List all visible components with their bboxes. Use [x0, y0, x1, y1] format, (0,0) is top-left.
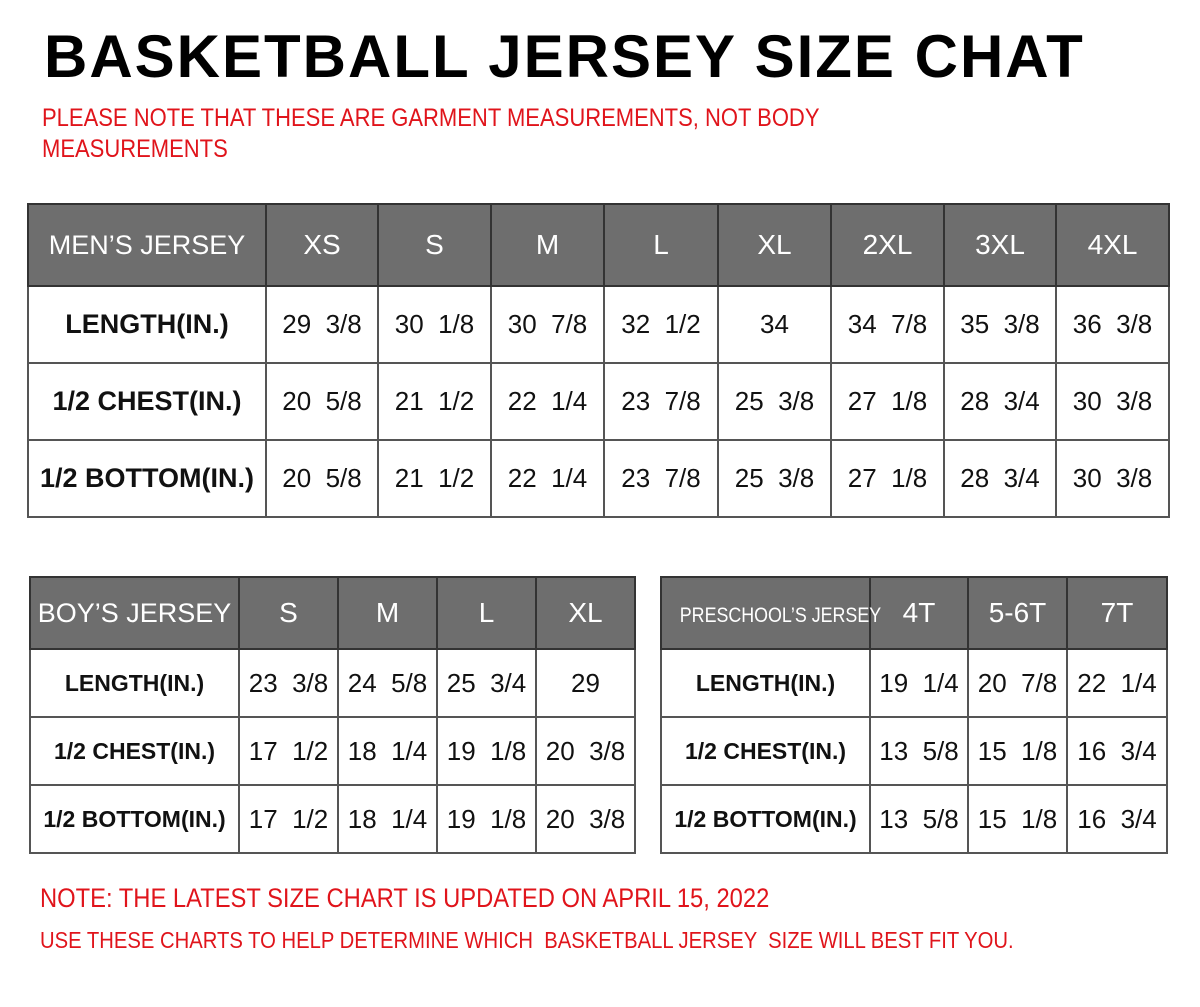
measurement-cell: 20 3/8 — [535, 784, 636, 854]
measurement-cell: 20 7/8 — [967, 648, 1068, 718]
header-row: PRESCHOOL’S JERSEY 4T 5-6T 7T — [660, 576, 1168, 650]
size-header: 5-6T — [967, 576, 1068, 650]
table-row: 1/2 CHEST(IN.) 13 5/8 15 1/8 16 3/4 — [660, 716, 1168, 786]
size-header: M — [490, 203, 605, 287]
measurement-cell: 22 1/4 — [490, 439, 605, 518]
measurement-cell: 28 3/4 — [943, 439, 1057, 518]
size-header: S — [238, 576, 339, 650]
size-header: 7T — [1066, 576, 1168, 650]
size-header: XL — [717, 203, 832, 287]
measurement-cell: 34 — [717, 285, 832, 364]
measurement-cell: 18 1/4 — [337, 716, 438, 786]
measurement-cell: 19 1/8 — [436, 784, 537, 854]
measurement-cell: 25 3/8 — [717, 439, 832, 518]
table-header-label: BOY’S JERSEY — [29, 576, 240, 650]
row-label: LENGTH(IN.) — [27, 285, 267, 364]
row-label: 1/2 CHEST(IN.) — [660, 716, 871, 786]
size-header: XS — [265, 203, 379, 287]
measurement-cell: 28 3/4 — [943, 362, 1057, 441]
measurement-cell: 22 1/4 — [1066, 648, 1168, 718]
measurement-cell: 20 5/8 — [265, 362, 379, 441]
size-header: L — [603, 203, 719, 287]
measurement-cell: 36 3/8 — [1055, 285, 1170, 364]
measurement-cell: 18 1/4 — [337, 784, 438, 854]
row-label: 1/2 BOTTOM(IN.) — [29, 784, 240, 854]
measurement-cell: 21 1/2 — [377, 439, 492, 518]
measurement-cell: 30 3/8 — [1055, 362, 1170, 441]
table-row: 1/2 BOTTOM(IN.) 20 5/8 21 1/2 22 1/4 23 7/8 2… — [27, 439, 1170, 518]
row-label: 1/2 CHEST(IN.) — [27, 362, 267, 441]
size-header: XL — [535, 576, 636, 650]
table-row: LENGTH(IN.) 29 3/8 30 1/8 30 7/8 32 1/2 34 34 … — [27, 285, 1170, 364]
measurement-cell: 23 7/8 — [603, 362, 719, 441]
measurement-cell: 13 5/8 — [869, 716, 969, 786]
measurement-cell: 16 3/4 — [1066, 716, 1168, 786]
header-row: BOY’S JERSEY S M L XL — [29, 576, 636, 650]
garment-note: PLEASE NOTE THAT THESE ARE GARMENT MEASU… — [42, 104, 820, 163]
measurement-cell: 25 3/4 — [436, 648, 537, 718]
boys-size-table: BOY’S JERSEY S M L XL LENGTH(IN.) 23 3/8 24 5/8… — [29, 576, 636, 854]
measurement-cell: 24 5/8 — [337, 648, 438, 718]
measurement-cell: 29 — [535, 648, 636, 718]
row-label: 1/2 BOTTOM(IN.) — [660, 784, 871, 854]
table-header-label: PRESCHOOL’S JERSEY — [660, 576, 881, 650]
measurement-cell: 23 3/8 — [238, 648, 339, 718]
measurement-cell: 19 1/8 — [436, 716, 537, 786]
table-row: 1/2 BOTTOM(IN.) 17 1/2 18 1/4 19 1/8 20 3/8 — [29, 784, 636, 854]
size-header: 2XL — [830, 203, 945, 287]
size-header: 4XL — [1055, 203, 1170, 287]
table-header-text: PRESCHOOL’S JERSEY — [679, 603, 882, 627]
measurement-cell: 30 3/8 — [1055, 439, 1170, 518]
measurement-cell: 32 1/2 — [603, 285, 719, 364]
table-row: 1/2 CHEST(IN.) 20 5/8 21 1/2 22 1/4 23 7/8 25… — [27, 362, 1170, 441]
usage-note: USE THESE CHARTS TO HELP DETERMINE WHICH… — [40, 927, 1014, 953]
mens-size-table: MEN’S JERSEY XS S M L XL 2XL 3XL 4XL LENGTH(IN.) 2… — [27, 203, 1170, 518]
size-header: L — [436, 576, 537, 650]
row-label: 1/2 CHEST(IN.) — [29, 716, 240, 786]
measurement-cell: 20 5/8 — [265, 439, 379, 518]
table-row: LENGTH(IN.) 19 1/4 20 7/8 22 1/4 — [660, 648, 1168, 718]
table-header-label: MEN’S JERSEY — [27, 203, 267, 287]
table-row: 1/2 BOTTOM(IN.) 13 5/8 15 1/8 16 3/4 — [660, 784, 1168, 854]
measurement-cell: 34 7/8 — [830, 285, 945, 364]
measurement-cell: 30 1/8 — [377, 285, 492, 364]
measurement-cell: 15 1/8 — [967, 784, 1068, 854]
header-row: MEN’S JERSEY XS S M L XL 2XL 3XL 4XL — [27, 203, 1170, 287]
measurement-cell: 35 3/8 — [943, 285, 1057, 364]
update-note: NOTE: THE LATEST SIZE CHART IS UPDATED O… — [40, 883, 770, 913]
measurement-cell: 22 1/4 — [490, 362, 605, 441]
measurement-cell: 27 1/8 — [830, 362, 945, 441]
measurement-cell: 17 1/2 — [238, 716, 339, 786]
size-header: 3XL — [943, 203, 1057, 287]
measurement-cell: 29 3/8 — [265, 285, 379, 364]
measurement-cell: 16 3/4 — [1066, 784, 1168, 854]
row-label: 1/2 BOTTOM(IN.) — [27, 439, 267, 518]
row-label: LENGTH(IN.) — [660, 648, 871, 718]
table-row: LENGTH(IN.) 23 3/8 24 5/8 25 3/4 29 — [29, 648, 636, 718]
measurement-cell: 25 3/8 — [717, 362, 832, 441]
measurement-cell: 13 5/8 — [869, 784, 969, 854]
preschool-size-table: PRESCHOOL’S JERSEY 4T 5-6T 7T LENGTH(IN.) 19 … — [660, 576, 1168, 854]
measurement-cell: 27 1/8 — [830, 439, 945, 518]
measurement-cell: 15 1/8 — [967, 716, 1068, 786]
row-label: LENGTH(IN.) — [29, 648, 240, 718]
size-header: M — [337, 576, 438, 650]
table-row: 1/2 CHEST(IN.) 17 1/2 18 1/4 19 1/8 20 3/8 — [29, 716, 636, 786]
measurement-cell: 21 1/2 — [377, 362, 492, 441]
size-header: S — [377, 203, 492, 287]
size-header: 4T — [869, 576, 969, 650]
measurement-cell: 30 7/8 — [490, 285, 605, 364]
page-title: BASKETBALL JERSEY SIZE CHAT — [44, 23, 1085, 90]
measurement-cell: 20 3/8 — [535, 716, 636, 786]
measurement-cell: 23 7/8 — [603, 439, 719, 518]
measurement-cell: 19 1/4 — [869, 648, 969, 718]
measurement-cell: 17 1/2 — [238, 784, 339, 854]
